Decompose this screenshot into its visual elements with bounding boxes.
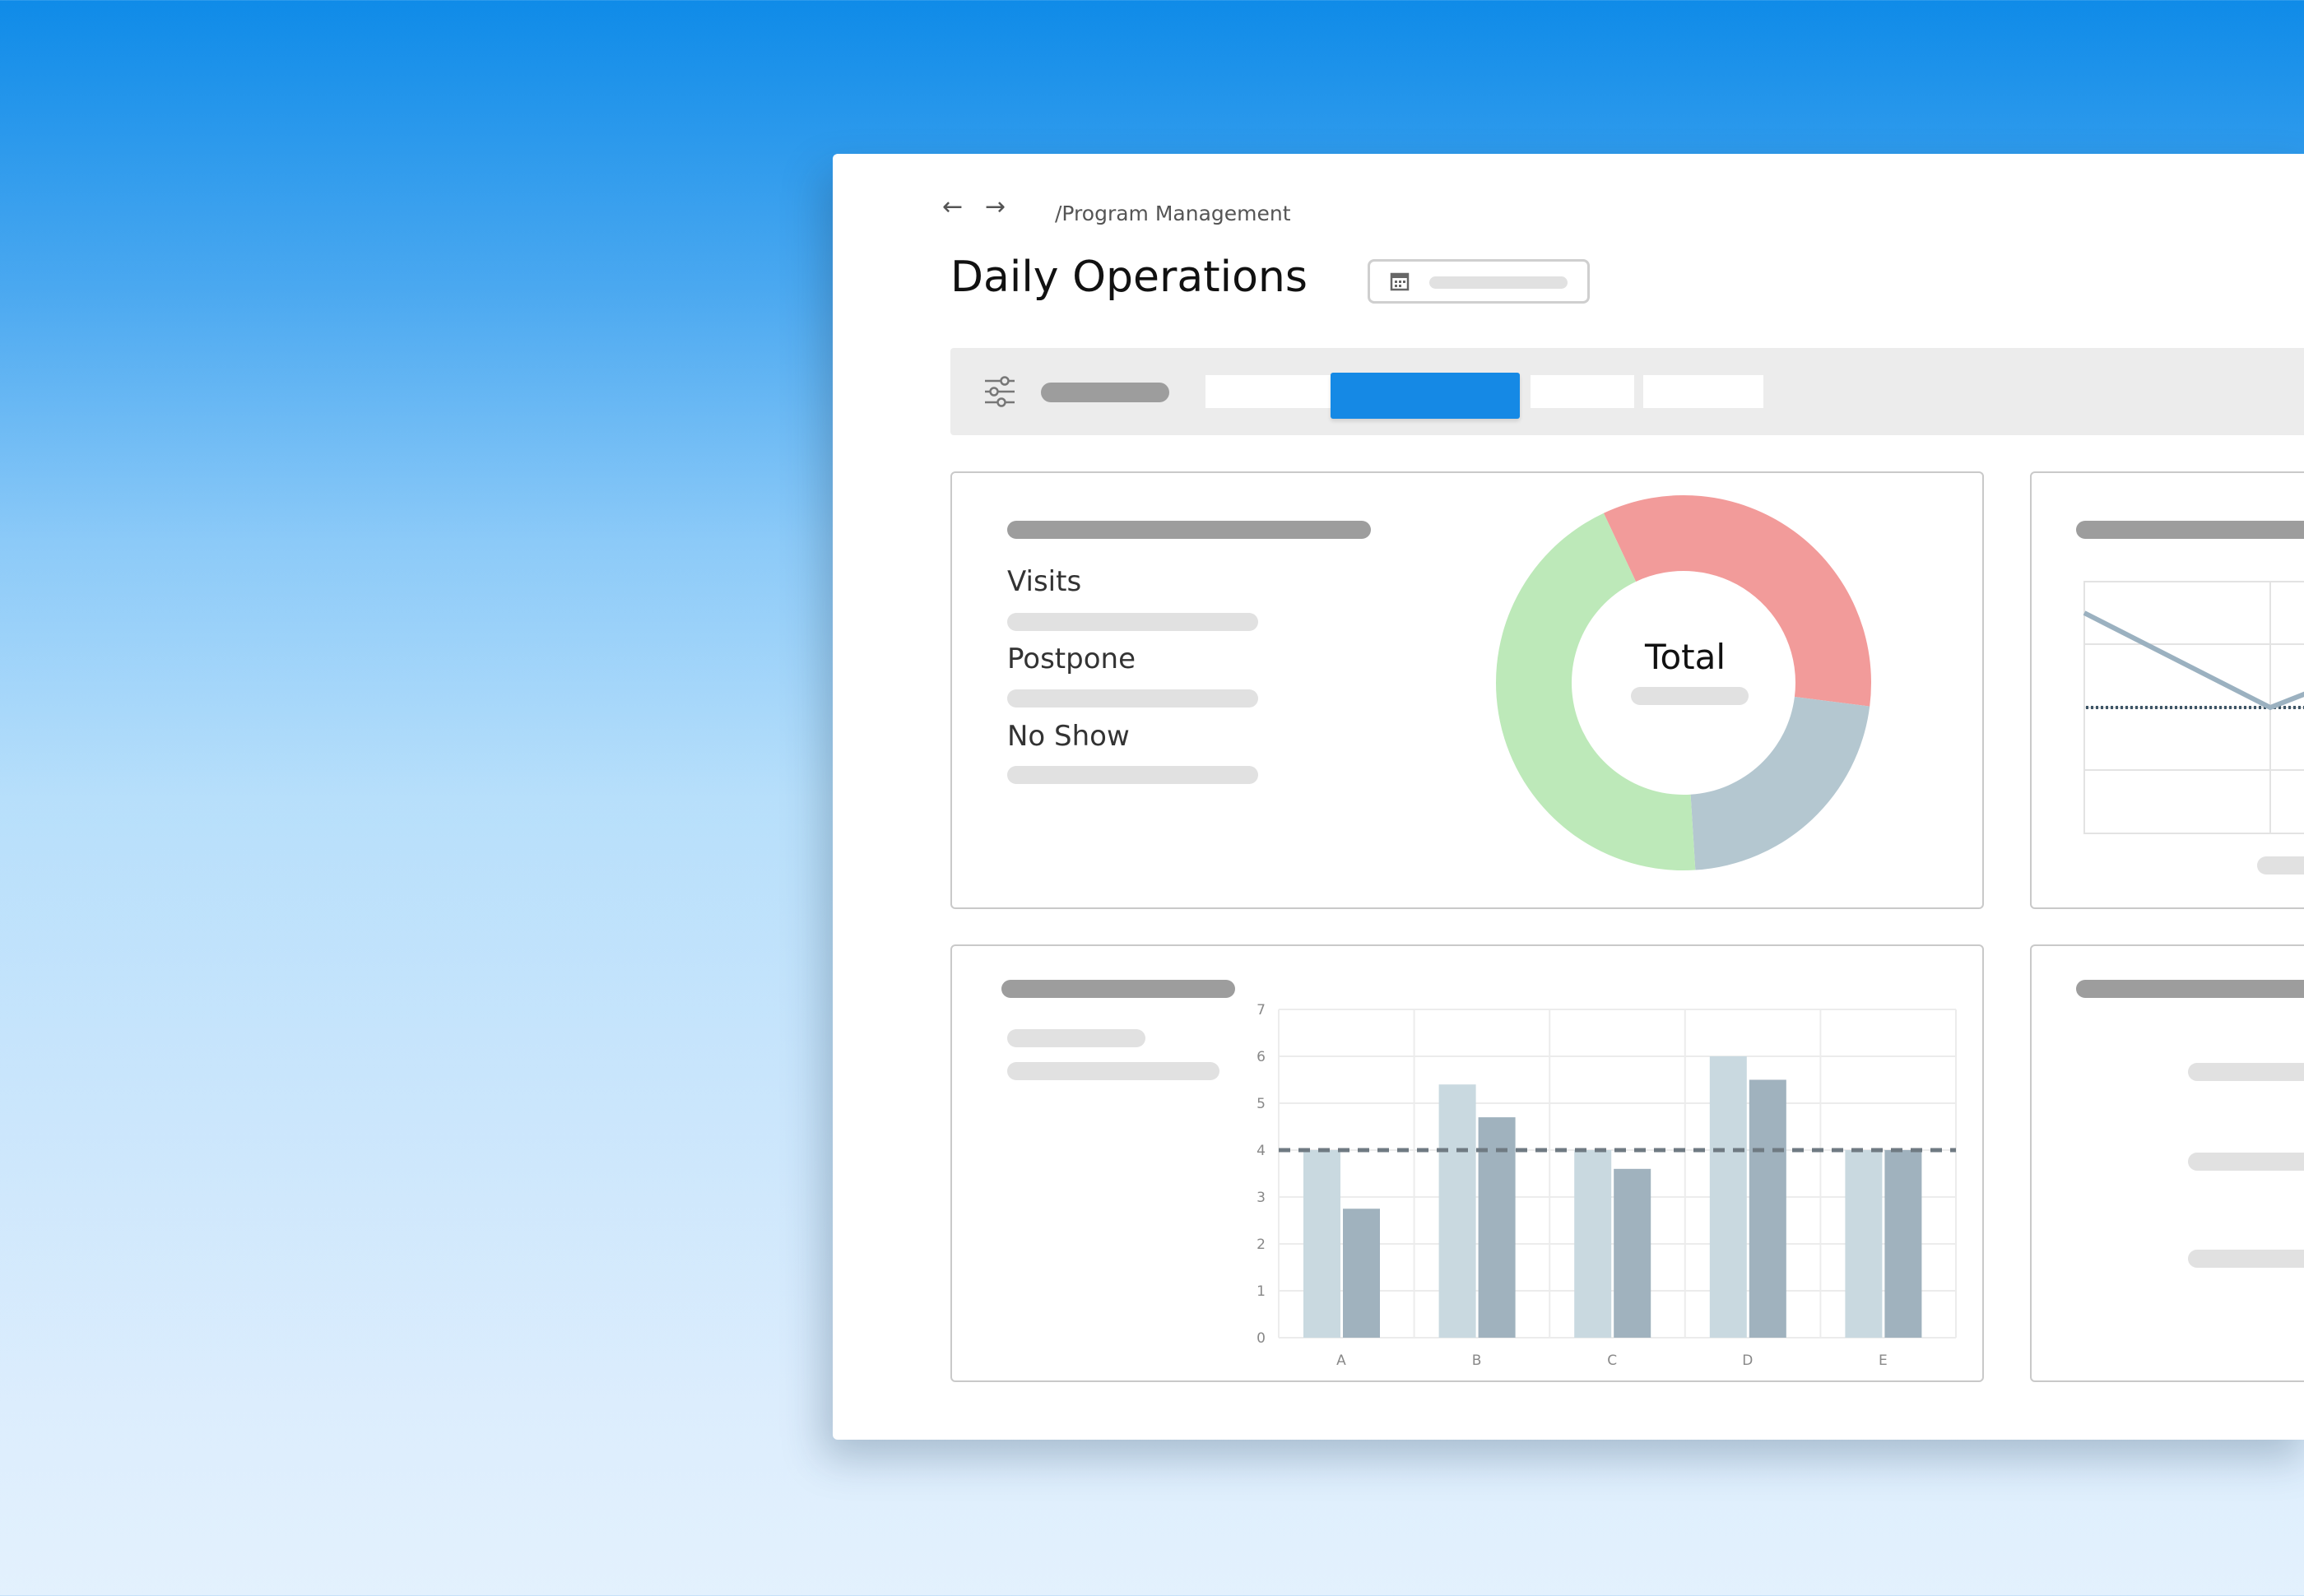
y-tick-label: 0 [1257, 1330, 1266, 1347]
y-tick-label: 1 [1257, 1283, 1266, 1300]
bar-D-series-1 [1709, 1056, 1747, 1338]
sliders-icon[interactable] [983, 375, 1016, 408]
x-tick-label: A [1336, 1352, 1346, 1369]
donut-center-label: Total [1644, 637, 1726, 677]
app-window: ← → /Program Management Daily Operations [833, 154, 2304, 1440]
legend-visits: Visits [1007, 565, 1082, 598]
bar-B-series-2 [1478, 1117, 1516, 1338]
forward-arrow-icon[interactable]: → [985, 193, 1006, 221]
y-tick-label: 7 [1257, 1002, 1266, 1018]
y-tick-label: 6 [1257, 1049, 1266, 1065]
summary-card: Visits Postpone No Show Total [950, 471, 1984, 909]
segment-tab-1[interactable] [1205, 375, 1331, 408]
postpone-value-placeholder [1007, 689, 1258, 708]
legend-postpone: Postpone [1007, 643, 1136, 675]
segment-tab-4[interactable] [1643, 375, 1763, 408]
donut-slice-visits [1496, 513, 1696, 870]
page-title: Daily Operations [950, 253, 1308, 302]
detail-card-title-placeholder [2076, 980, 2304, 998]
filter-toolbar [950, 348, 2304, 435]
breadcrumb[interactable]: /Program Management [1055, 202, 1291, 225]
segment-tab-3[interactable] [1531, 375, 1634, 408]
y-tick-label: 4 [1257, 1143, 1266, 1159]
bar-A-series-1 [1303, 1150, 1340, 1338]
detail-card [2030, 944, 2304, 1382]
y-tick-label: 3 [1257, 1190, 1266, 1206]
bar-C-series-2 [1614, 1168, 1651, 1338]
bar-C-series-1 [1574, 1150, 1612, 1338]
no-show-value-placeholder [1007, 766, 1258, 784]
bar-A-series-2 [1343, 1209, 1380, 1338]
date-placeholder [1429, 276, 1568, 289]
donut-slice-no_show [1690, 697, 1870, 870]
visits-value-placeholder [1007, 613, 1258, 631]
trend-line-chart [2083, 581, 2304, 834]
comparison-sub1-placeholder [1007, 1029, 1145, 1047]
donut-chart [1496, 495, 1871, 870]
bar-D-series-2 [1749, 1079, 1786, 1338]
x-tick-label: E [1879, 1352, 1888, 1369]
comparison-card-title-placeholder [1001, 980, 1235, 998]
detail-row3-placeholder [2188, 1250, 2304, 1268]
bar-E-series-2 [1884, 1150, 1922, 1338]
date-picker[interactable] [1368, 259, 1590, 304]
total-value-placeholder [1631, 687, 1749, 705]
detail-row1-placeholder [2188, 1063, 2304, 1081]
trend-card-title-placeholder [2076, 521, 2304, 539]
back-arrow-icon[interactable]: ← [942, 193, 964, 221]
x-tick-label: B [1472, 1352, 1482, 1369]
trend-footer-placeholder [2257, 856, 2304, 875]
y-tick-label: 2 [1257, 1236, 1266, 1253]
comparison-sub2-placeholder [1007, 1062, 1219, 1080]
segment-tab-2-active[interactable] [1331, 373, 1520, 419]
donut-slice-postpone [1603, 495, 1871, 707]
comparison-card: 0 1 2 3 4 5 6 7 A B C D E [950, 944, 1984, 1382]
detail-row2-placeholder [2188, 1153, 2304, 1171]
bar-B-series-1 [1438, 1084, 1476, 1338]
x-tick-label: C [1607, 1352, 1617, 1369]
calendar-icon [1390, 272, 1410, 291]
bar-chart: 0 1 2 3 4 5 6 7 A B C D E [1257, 1002, 1957, 1369]
card-title-placeholder [1007, 521, 1371, 539]
x-tick-label: D [1742, 1352, 1753, 1369]
trend-series-line [2083, 610, 2304, 711]
trend-card [2030, 471, 2304, 909]
bar-E-series-1 [1845, 1150, 1883, 1338]
legend-no-show: No Show [1007, 720, 1130, 753]
filter-label-placeholder [1041, 383, 1169, 402]
y-tick-label: 5 [1257, 1096, 1266, 1112]
